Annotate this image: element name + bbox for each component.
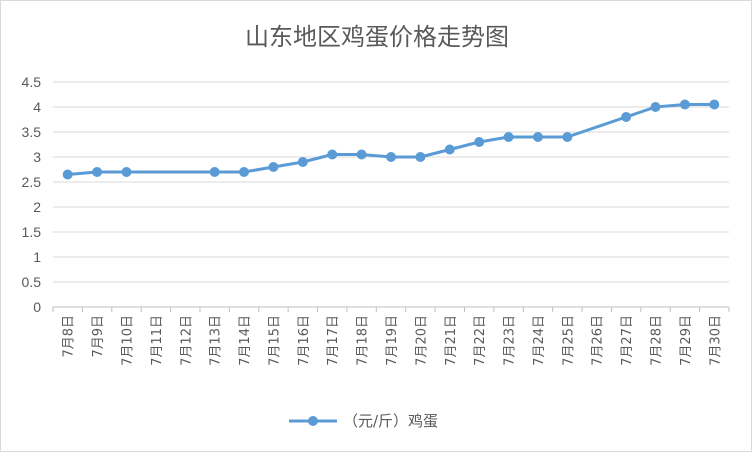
- x-tick-label: 7月17日: [326, 315, 341, 366]
- x-tick-label: 7月30日: [708, 315, 723, 366]
- series-line: [67, 103, 715, 176]
- chart-title: 山东地区鸡蛋价格走势图: [245, 23, 509, 51]
- x-tick-label: 7月20日: [414, 315, 429, 366]
- x-tick-label: 7月16日: [297, 315, 312, 366]
- x-tick-label: 7月18日: [356, 315, 371, 366]
- data-point: [356, 149, 367, 160]
- data-point: [121, 167, 132, 177]
- x-tick-label: 7月29日: [679, 315, 694, 366]
- y-axis: 0 0.5 1 1.5 2 2.5 3 3.5 4 4.5: [22, 74, 42, 315]
- x-tick-label: 7月12日: [179, 315, 194, 366]
- y-tick-label: 2: [33, 199, 41, 215]
- x-tick-label: 7月13日: [209, 315, 224, 366]
- data-point: [415, 152, 426, 162]
- data-point: [297, 157, 308, 167]
- y-tick-label: 3.5: [22, 124, 42, 140]
- x-tick-label: 7月24日: [532, 315, 547, 366]
- x-tick-label: 7月14日: [238, 315, 253, 366]
- data-point: [503, 132, 514, 142]
- legend-point-marker: [308, 416, 318, 426]
- data-point: [62, 169, 73, 180]
- y-tick-label: 1.5: [22, 224, 42, 240]
- y-tick-label: 3: [33, 149, 41, 165]
- data-point: [268, 162, 279, 172]
- data-point: [444, 144, 455, 155]
- series-layer: [62, 99, 720, 180]
- data-point: [209, 167, 220, 177]
- x-tick-label: 7月8日: [62, 315, 77, 358]
- data-point: [386, 152, 396, 162]
- x-tick-label: 7月10日: [120, 315, 135, 366]
- data-point: [650, 102, 661, 112]
- x-axis: 7月8日 7月9日 7月10日 7月11日 7月12日 7月13日 7月14日 7月15日 7月…: [52, 306, 730, 366]
- data-point: [621, 112, 632, 122]
- x-tick-label: 7月15日: [267, 315, 282, 366]
- data-point: [474, 137, 485, 147]
- x-tick-label: 7月28日: [650, 315, 665, 366]
- x-tick-label: 7月9日: [91, 315, 106, 358]
- legend: （元/斤）鸡蛋: [289, 412, 438, 430]
- data-point: [562, 132, 573, 142]
- data-point: [532, 132, 543, 142]
- y-tick-label: 4: [33, 99, 41, 115]
- gridlines: [53, 81, 729, 283]
- x-tick-label: 7月25日: [561, 315, 576, 366]
- x-tick-label: 7月26日: [591, 315, 606, 366]
- data-point: [709, 99, 720, 110]
- y-tick-label: 0: [33, 299, 41, 315]
- y-tick-label: 4.5: [22, 74, 42, 90]
- y-tick-label: 1: [33, 249, 41, 265]
- y-tick-label: 2.5: [22, 174, 42, 190]
- x-tick-label: 7月22日: [473, 315, 488, 366]
- data-point: [679, 99, 690, 110]
- y-tick-label: 0.5: [22, 274, 42, 290]
- data-point: [327, 149, 338, 160]
- data-point: [92, 167, 103, 177]
- x-tick-label: 7月19日: [385, 315, 400, 366]
- data-point: [239, 167, 250, 177]
- x-tick-label: 7月23日: [503, 315, 518, 366]
- x-tick-label: 7月21日: [444, 315, 459, 366]
- legend-label: （元/斤）鸡蛋: [343, 412, 438, 430]
- x-tick-label: 7月11日: [150, 315, 165, 366]
- x-tick-label: 7月27日: [620, 315, 635, 366]
